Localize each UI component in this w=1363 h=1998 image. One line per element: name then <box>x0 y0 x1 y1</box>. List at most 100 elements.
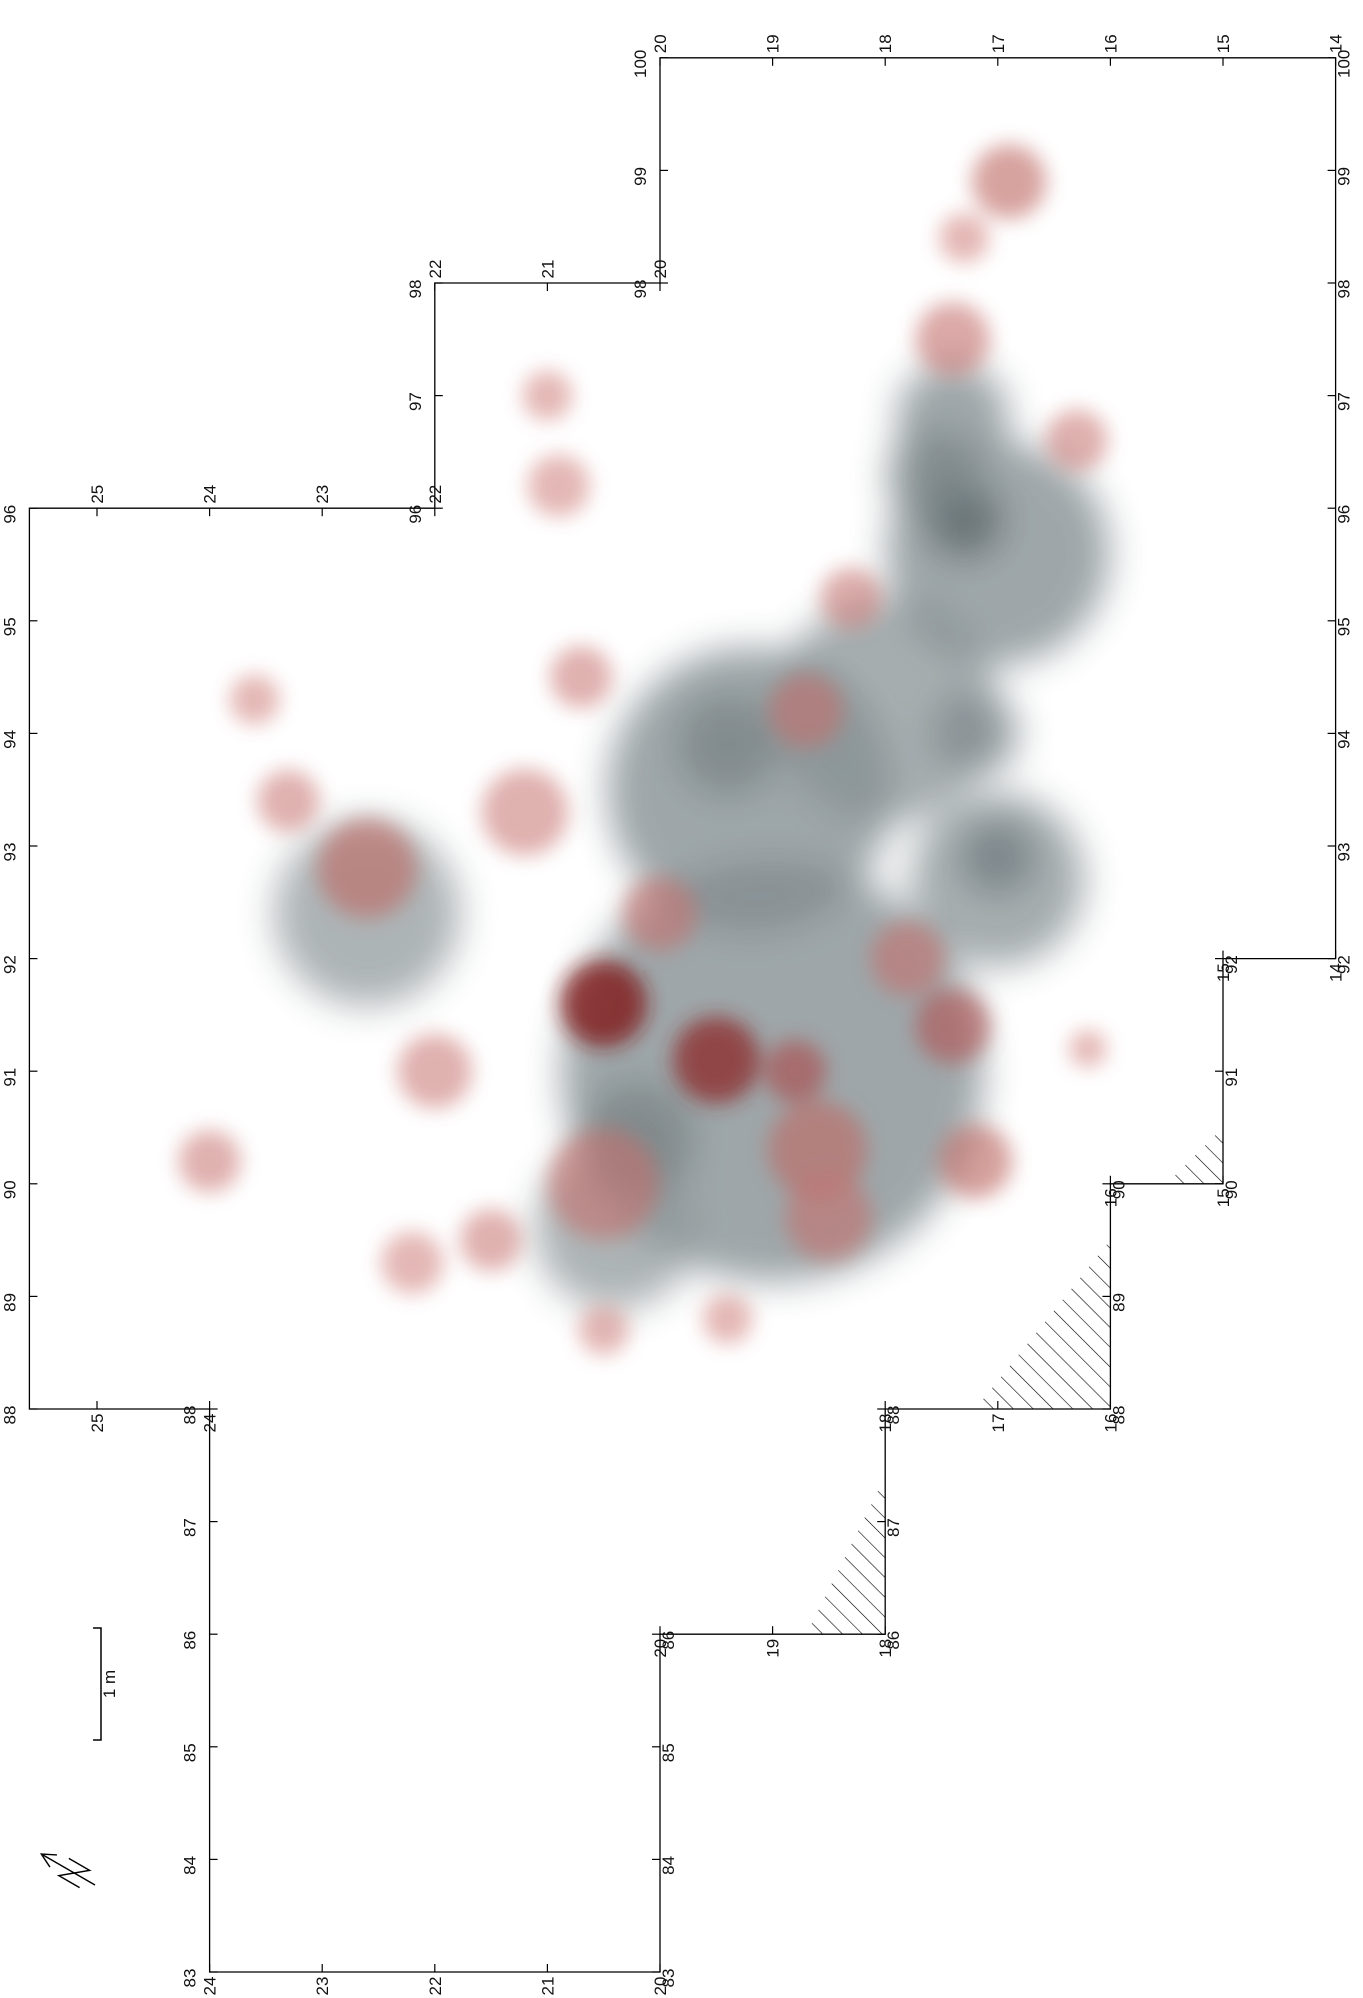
x-tick-label: 91 <box>0 1068 19 1087</box>
y-tick-label: 23 <box>313 1977 332 1996</box>
x-tick-label: 96 <box>1335 505 1354 524</box>
x-tick-label: 92 <box>0 955 19 974</box>
red-density-zone <box>460 1209 523 1272</box>
x-tick-label: 96 <box>406 505 425 524</box>
x-tick-label: 90 <box>1109 1180 1128 1199</box>
red-density-zone <box>550 646 613 709</box>
x-tick-label: 86 <box>659 1631 678 1650</box>
y-tick-label: 24 <box>201 1977 220 1996</box>
red-density-zone <box>971 144 1047 219</box>
y-tick-label: 24 <box>201 485 220 504</box>
x-tick-label: 93 <box>0 843 19 862</box>
red-density-zone <box>938 1124 1013 1199</box>
y-tick-label: 15 <box>1214 963 1233 982</box>
y-tick-label: 19 <box>764 1639 783 1658</box>
gray-density-zone <box>886 431 974 518</box>
x-tick-label: 83 <box>659 1969 678 1988</box>
red-density-zone <box>229 674 280 725</box>
red-density-zone <box>397 1034 472 1109</box>
y-tick-label: 20 <box>651 260 670 279</box>
y-tick-label: 20 <box>651 34 670 53</box>
x-tick-label: 98 <box>406 280 425 299</box>
red-density-zone <box>702 1294 753 1344</box>
red-density-zone <box>1045 409 1108 472</box>
gray-density-zone <box>773 599 997 823</box>
y-tick-label: 20 <box>651 1639 670 1658</box>
red-density-zone <box>560 960 648 1047</box>
red-density-zone <box>522 370 573 421</box>
x-tick-label: 99 <box>631 167 650 186</box>
red-density-zone <box>257 769 320 832</box>
x-tick-label: 94 <box>1335 730 1354 749</box>
x-tick-label: 95 <box>1335 617 1354 636</box>
red-density-zone <box>764 1040 827 1103</box>
red-density-zone <box>317 818 417 919</box>
x-tick-label: 86 <box>181 1631 200 1650</box>
y-tick-label: 15 <box>1214 34 1233 53</box>
x-tick-label: 91 <box>1222 1068 1241 1087</box>
x-tick-label: 88 <box>181 1406 200 1425</box>
gray-density-zone <box>931 690 1019 777</box>
y-tick-label: 17 <box>989 34 1008 53</box>
x-tick-label: 90 <box>1222 1180 1241 1199</box>
x-tick-label: 87 <box>181 1518 200 1537</box>
x-tick-label: 97 <box>406 392 425 411</box>
x-tick-label: 88 <box>884 1406 903 1425</box>
x-tick-label: 93 <box>1335 843 1354 862</box>
red-density-zone <box>820 567 883 630</box>
y-tick-label: 18 <box>876 34 895 53</box>
x-tick-label: 87 <box>884 1518 903 1537</box>
y-tick-label: 16 <box>1101 1188 1120 1207</box>
hatched-area <box>806 1476 886 1635</box>
gray-density-zone <box>678 695 778 795</box>
x-tick-label: 86 <box>884 1631 903 1650</box>
red-density-zone <box>547 1128 660 1240</box>
scale-bar-label: 1 m <box>100 1670 119 1698</box>
red-density-zone <box>578 1305 629 1355</box>
gray-density-zone <box>960 820 1035 895</box>
x-tick-label: 88 <box>0 1406 19 1425</box>
x-tick-label: 84 <box>659 1856 678 1875</box>
y-tick-label: 15 <box>1214 1188 1233 1207</box>
x-tick-label: 85 <box>181 1743 200 1762</box>
red-density-layer <box>178 144 1108 1355</box>
red-density-zone <box>672 1016 760 1104</box>
y-tick-label: 23 <box>313 485 332 504</box>
x-tick-label: 98 <box>631 280 650 299</box>
x-tick-label: 96 <box>0 505 19 524</box>
tick-labels: 83 83 84 84 85 85 86 86 86 87 87 88 88 88 88 89 89 90 90 90… <box>0 34 1353 1995</box>
red-density-zone <box>178 1130 241 1193</box>
y-tick-label: 14 <box>1327 34 1346 53</box>
x-tick-label: 92 <box>1335 955 1354 974</box>
x-tick-label: 98 <box>1335 280 1354 299</box>
x-tick-label: 89 <box>0 1293 19 1312</box>
x-tick-label: 94 <box>0 730 19 749</box>
x-tick-label: 90 <box>0 1180 19 1199</box>
red-density-zone <box>785 1174 873 1261</box>
y-tick-label: 18 <box>876 1414 895 1433</box>
hatched-area <box>975 1240 1111 1409</box>
red-density-zone <box>768 1100 868 1200</box>
x-tick-label: 85 <box>659 1743 678 1762</box>
y-tick-label: 16 <box>1101 34 1120 53</box>
y-tick-label: 25 <box>88 1414 107 1433</box>
y-tick-label: 22 <box>426 485 445 504</box>
x-tick-label: 89 <box>1109 1293 1128 1312</box>
x-tick-label: 88 <box>1109 1406 1128 1425</box>
red-density-zone <box>870 921 945 996</box>
y-tick-label: 21 <box>538 260 557 279</box>
y-tick-label: 20 <box>651 1977 670 1996</box>
y-tick-label: 21 <box>538 1977 557 1996</box>
red-density-zone <box>381 1231 444 1294</box>
x-tick-label: 84 <box>181 1856 200 1875</box>
y-tick-label: 22 <box>426 260 445 279</box>
y-tick-label: 19 <box>764 34 783 53</box>
y-tick-label: 17 <box>989 1414 1008 1433</box>
x-tick-label: 97 <box>1335 392 1354 411</box>
red-density-zone <box>915 989 990 1064</box>
y-tick-label: 18 <box>876 1639 895 1658</box>
red-density-zone <box>915 302 990 377</box>
red-density-zone <box>769 673 844 749</box>
red-density-zone <box>481 768 569 856</box>
